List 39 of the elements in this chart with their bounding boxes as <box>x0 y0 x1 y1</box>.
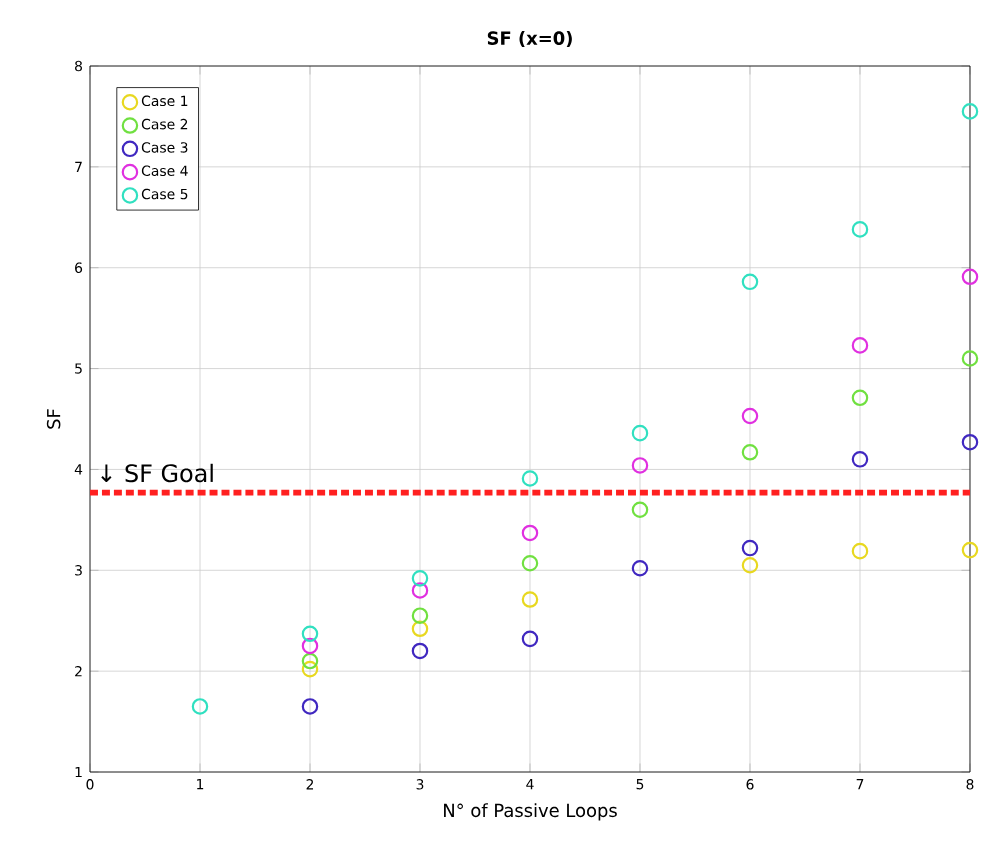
point <box>961 103 979 120</box>
point <box>961 433 979 451</box>
point <box>631 560 649 577</box>
point <box>411 570 429 587</box>
point <box>301 625 319 643</box>
point <box>961 268 979 286</box>
point <box>851 221 869 238</box>
point <box>411 620 429 638</box>
point <box>521 630 539 648</box>
point <box>631 424 649 442</box>
point <box>961 541 979 559</box>
point <box>301 637 319 655</box>
point <box>741 556 759 574</box>
point <box>521 554 539 572</box>
point <box>851 337 869 354</box>
ref-line-label: ↓ SF Goal <box>101 463 213 483</box>
point <box>301 698 319 715</box>
y-axis-title: SF <box>46 409 61 429</box>
point <box>631 457 649 474</box>
point <box>851 389 869 407</box>
point <box>521 470 539 487</box>
point <box>851 451 869 468</box>
point <box>521 524 539 542</box>
point <box>521 591 539 608</box>
point <box>411 582 429 599</box>
point <box>741 407 759 425</box>
point <box>741 539 759 557</box>
point <box>631 501 649 519</box>
point <box>191 698 209 715</box>
point <box>411 642 429 660</box>
point <box>741 444 759 461</box>
point <box>301 660 319 678</box>
point <box>741 273 759 291</box>
x-axis-title: N° of Passive Loops <box>444 803 617 821</box>
point <box>851 542 869 560</box>
chart-title: SF (x=0) <box>487 31 572 48</box>
point <box>961 350 979 367</box>
point <box>301 652 319 670</box>
point <box>411 607 429 624</box>
